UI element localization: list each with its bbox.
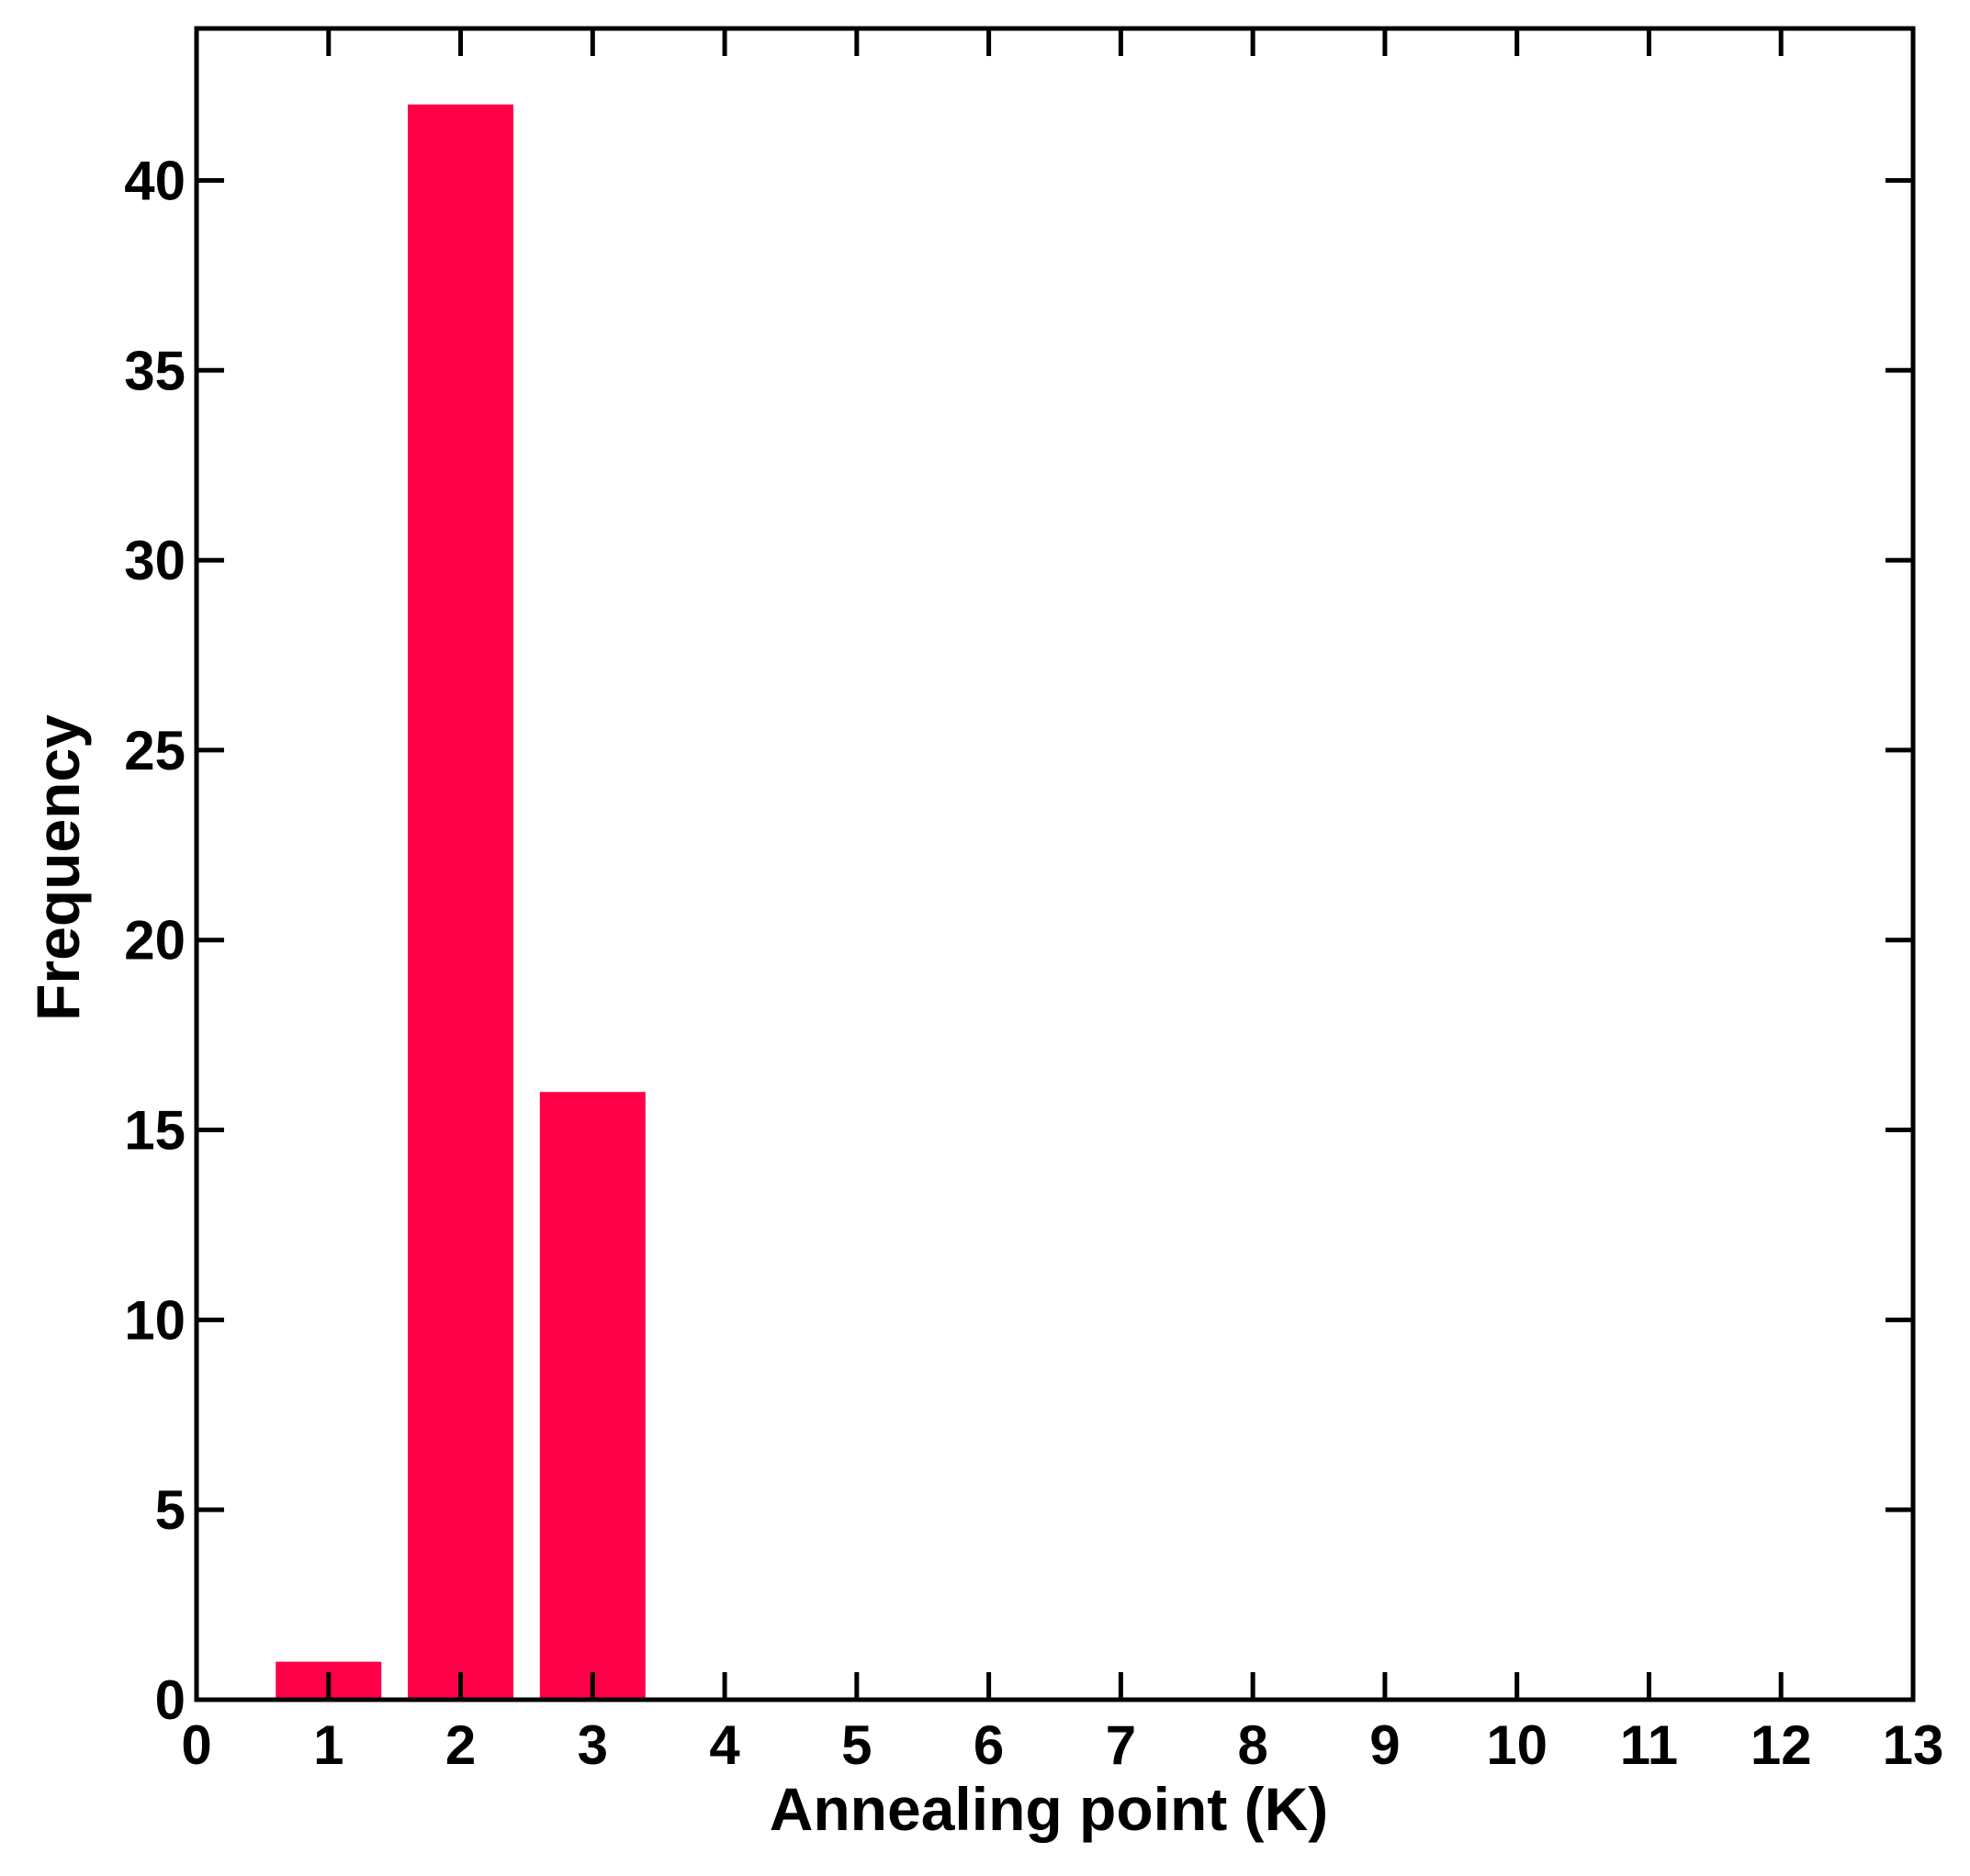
y-tick-label: 10 [124, 1289, 186, 1351]
x-tick-label: 10 [1486, 1714, 1548, 1776]
ticks-layer [197, 28, 1913, 1700]
x-tick-label: 0 [181, 1714, 211, 1776]
y-tick-label: 0 [155, 1669, 186, 1731]
x-tick-label: 9 [1369, 1714, 1400, 1776]
y-tick-label: 5 [155, 1479, 186, 1541]
x-axis-title: Annealing point (K) [770, 1775, 1329, 1843]
x-tick-label: 8 [1237, 1714, 1267, 1776]
y-tick-label: 40 [124, 150, 186, 211]
bars-layer [276, 104, 646, 1700]
x-tick-label: 6 [974, 1714, 1004, 1776]
y-tick-label: 20 [124, 910, 186, 972]
y-tick-label: 30 [124, 530, 186, 591]
y-tick-label: 25 [124, 720, 186, 781]
x-tick-label: 1 [313, 1714, 343, 1776]
x-tick-label: 3 [578, 1714, 608, 1776]
plot-frame [194, 26, 1916, 1702]
bar-3 [539, 1092, 646, 1700]
x-tick-label: 2 [445, 1714, 476, 1776]
x-tick-label: 11 [1620, 1714, 1678, 1776]
x-tick-label: 12 [1750, 1714, 1812, 1776]
x-tick-label: 13 [1883, 1714, 1944, 1776]
y-tick-label: 15 [124, 1100, 186, 1162]
y-tick-label: 35 [124, 340, 186, 401]
y-axis-title: Frequency [24, 714, 92, 1021]
x-tick-label: 4 [709, 1714, 740, 1776]
x-tick-label: 7 [1106, 1714, 1136, 1776]
x-tick-label: 5 [841, 1714, 872, 1776]
bar-2 [408, 104, 514, 1700]
